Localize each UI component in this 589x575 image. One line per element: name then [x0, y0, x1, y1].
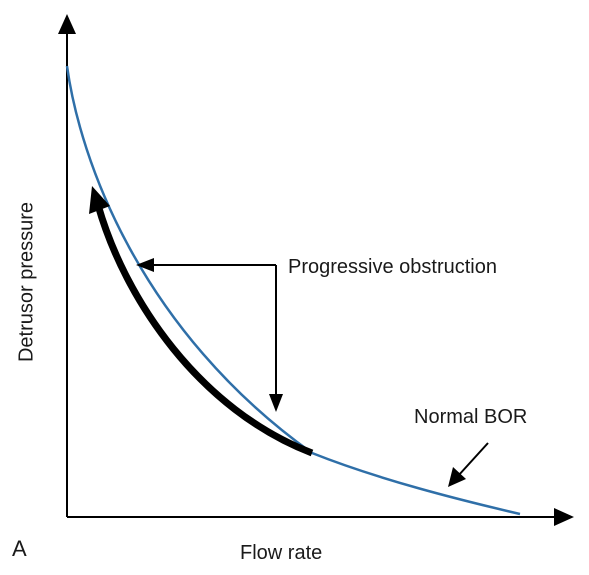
progressive-obstruction-segment	[98, 205, 312, 453]
x-axis-label: Flow rate	[240, 542, 322, 565]
progressive-obstruction-label: Progressive obstruction	[288, 256, 497, 279]
normal-bor-label: Normal BOR	[414, 406, 527, 429]
x-axis-arrowhead	[554, 508, 574, 526]
bracket-down-arrowhead	[269, 394, 283, 412]
y-axis-arrowhead	[58, 14, 76, 34]
panel-letter: A	[12, 536, 27, 562]
bracket-left-arrowhead	[136, 258, 154, 272]
progressive-bracket-arrows	[150, 265, 276, 400]
normal-bor-pointer-line	[458, 443, 488, 476]
y-axis-label: Detrusor pressure	[16, 202, 39, 362]
